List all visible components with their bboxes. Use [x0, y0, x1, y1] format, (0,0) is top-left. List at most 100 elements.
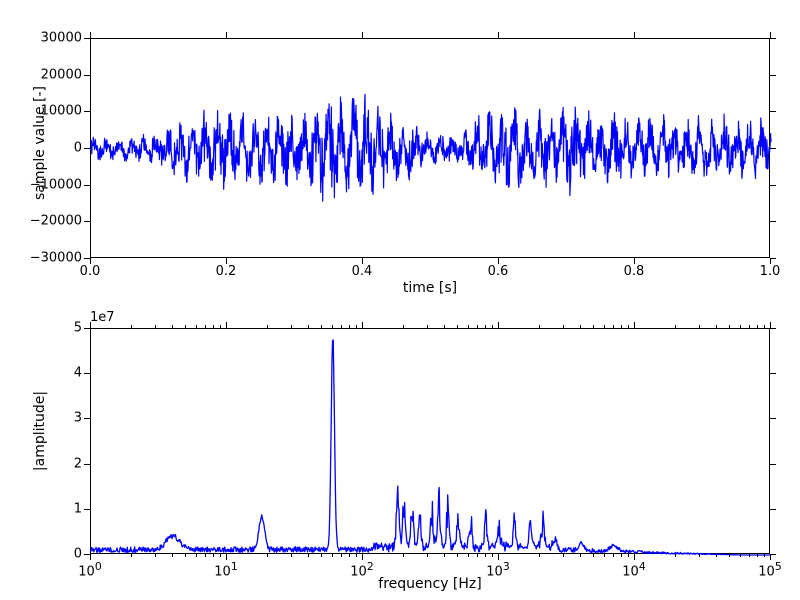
axis-tick-label: 101 — [214, 560, 237, 579]
axis-tick-label: 102 — [350, 560, 373, 579]
axis-tick — [213, 554, 214, 557]
axis-tick — [90, 32, 91, 38]
axis-tick-label: 30000 — [22, 31, 82, 46]
axis-tick-label: 0.2 — [216, 264, 237, 279]
axis-tick — [477, 554, 478, 557]
axis-tick — [349, 325, 350, 328]
axis-tick — [84, 111, 90, 112]
figure: sample value [-] time [s] |amplitude| fr… — [0, 0, 800, 600]
axis-tick — [84, 258, 90, 259]
axis-tick — [628, 325, 629, 328]
axis-tick — [757, 554, 758, 557]
axis-tick — [341, 325, 342, 328]
axis-tick — [155, 325, 156, 328]
axis-tick — [770, 373, 776, 374]
axis-tick — [84, 75, 90, 76]
axis-tick — [226, 322, 227, 328]
axis-tick-label: −20000 — [22, 214, 82, 229]
axis-tick — [131, 325, 132, 328]
axis-tick — [740, 554, 741, 557]
axis-tick — [770, 185, 776, 186]
axis-tick — [563, 554, 564, 557]
axis-tick — [84, 38, 90, 39]
axis-tick — [699, 325, 700, 328]
axis-tick — [604, 554, 605, 557]
axis-tick-label: 2 — [22, 456, 82, 471]
axis-tick — [196, 554, 197, 557]
axis-tick — [267, 554, 268, 557]
axis-tick — [749, 325, 750, 328]
axis-tick — [84, 464, 90, 465]
axis-tick — [444, 554, 445, 557]
axis-tick — [220, 325, 221, 328]
axis-tick — [131, 554, 132, 557]
axis-tick — [716, 554, 717, 557]
axis-tick — [321, 325, 322, 328]
axis-tick — [580, 325, 581, 328]
axis-tick-label: −30000 — [22, 251, 82, 266]
axis-tick-label: 3 — [22, 411, 82, 426]
axis-tick — [729, 325, 730, 328]
axis-tick — [403, 325, 404, 328]
axis-tick-label: −10000 — [22, 177, 82, 192]
axis-tick — [770, 328, 776, 329]
axis-tick — [349, 554, 350, 557]
axis-tick — [341, 554, 342, 557]
axis-tick — [770, 221, 776, 222]
axis-tick — [498, 322, 499, 328]
axis-tick — [563, 325, 564, 328]
axis-tick-label: 0.6 — [488, 264, 509, 279]
axis-tick — [621, 554, 622, 557]
axis-tick — [593, 325, 594, 328]
axis-tick — [84, 373, 90, 374]
axis-tick-label: 105 — [758, 560, 781, 579]
axis-tick — [770, 75, 776, 76]
axis-tick — [291, 325, 292, 328]
axis-tick — [468, 325, 469, 328]
axis-tick — [196, 325, 197, 328]
frequency-domain-panel — [90, 328, 770, 554]
axis-tick — [84, 148, 90, 149]
axis-tick-label: 20000 — [22, 67, 82, 82]
axis-tick — [213, 325, 214, 328]
axis-tick — [580, 554, 581, 557]
time-domain-panel — [90, 38, 770, 258]
axis-tick — [356, 325, 357, 328]
axis-tick — [634, 32, 635, 38]
axis-tick — [498, 32, 499, 38]
axis-tick — [757, 325, 758, 328]
top-x-axis-label: time [s] — [380, 280, 480, 296]
spectrum-plot — [91, 329, 769, 553]
axis-tick-label: 5 — [22, 321, 82, 336]
waveform-line — [91, 94, 771, 201]
bottom-x-axis-label: frequency [Hz] — [360, 576, 500, 592]
axis-tick — [226, 32, 227, 38]
axis-tick — [740, 325, 741, 328]
axis-tick-label: 0 — [22, 547, 82, 562]
axis-tick — [485, 325, 486, 328]
axis-tick — [699, 554, 700, 557]
axis-tick — [468, 554, 469, 557]
axis-tick — [362, 32, 363, 38]
axis-tick — [613, 554, 614, 557]
axis-tick — [155, 554, 156, 557]
axis-tick — [291, 554, 292, 557]
axis-tick — [267, 325, 268, 328]
axis-tick — [539, 325, 540, 328]
axis-tick-label: 0 — [22, 141, 82, 156]
axis-tick — [308, 554, 309, 557]
axis-tick — [539, 554, 540, 557]
axis-tick — [84, 328, 90, 329]
axis-tick — [593, 554, 594, 557]
axis-tick-label: 0.4 — [352, 264, 373, 279]
axis-tick — [492, 554, 493, 557]
axis-tick — [427, 325, 428, 328]
axis-tick — [332, 325, 333, 328]
axis-tick — [172, 554, 173, 557]
axis-tick — [716, 325, 717, 328]
axis-tick — [84, 185, 90, 186]
bottom-y-sci-label: 1e7 — [90, 310, 115, 325]
axis-tick — [477, 325, 478, 328]
axis-tick — [172, 325, 173, 328]
axis-tick — [621, 325, 622, 328]
